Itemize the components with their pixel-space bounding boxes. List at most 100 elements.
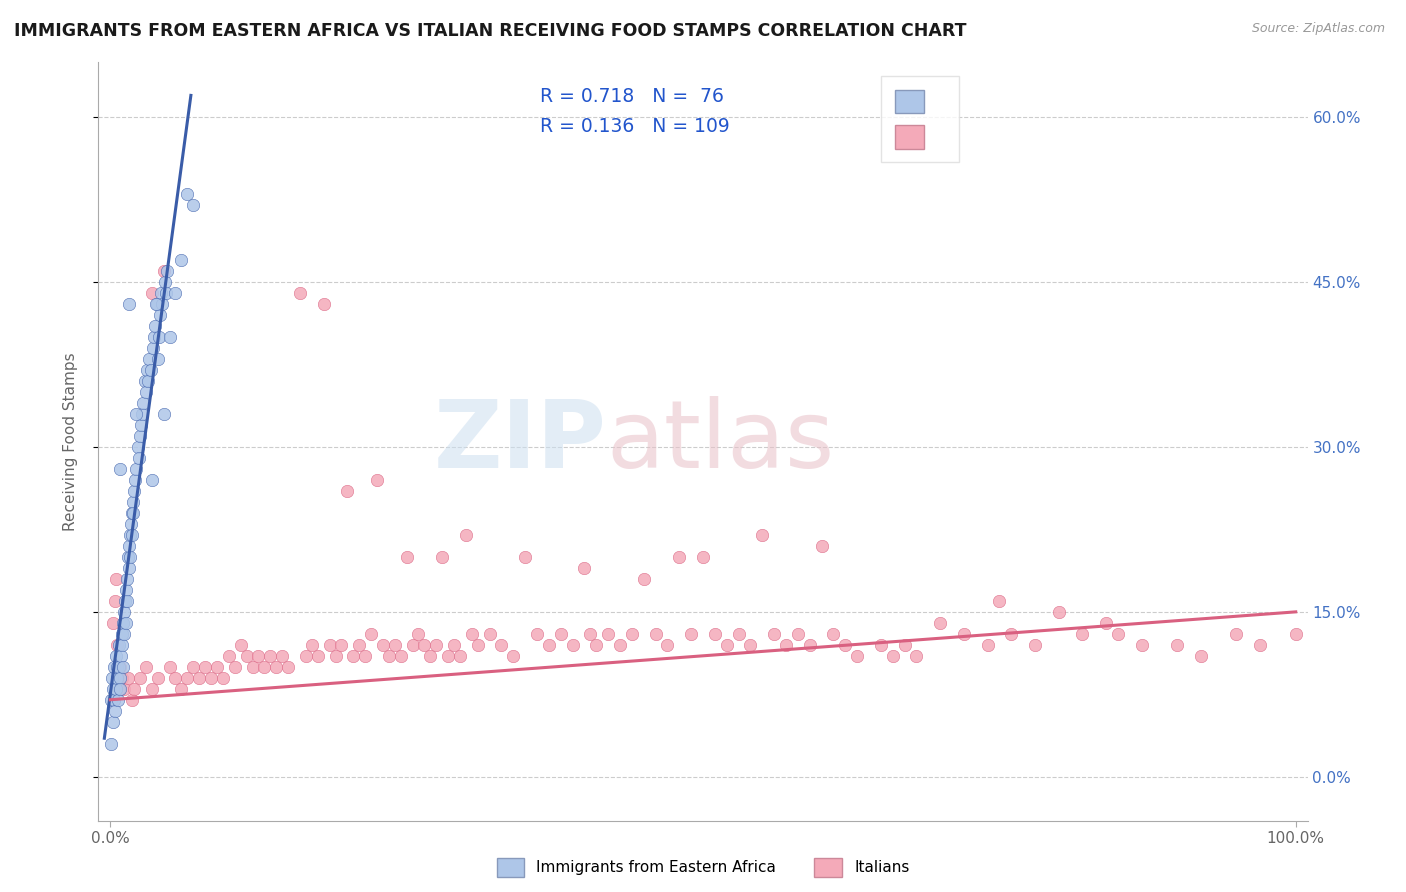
Point [188,671,211,685]
Point [1166,638,1188,652]
Point [114,681,136,696]
Point [389,648,412,663]
Point [121,692,143,706]
Point [952,627,974,641]
Point [347,638,370,652]
Point [107,638,129,652]
Point [156,264,179,278]
Point [301,638,323,652]
Point [100,737,122,751]
Point [288,286,311,301]
Point [401,638,423,652]
Point [598,627,620,641]
Point [105,671,128,685]
Point [118,561,141,575]
Point [224,660,246,674]
Point [117,549,139,564]
Point [277,660,299,674]
Point [437,648,460,663]
Point [114,605,136,619]
Point [103,681,125,696]
Point [148,330,170,344]
Point [537,638,560,652]
Point [112,615,135,630]
Point [117,572,139,586]
Point [259,648,281,663]
Point [579,627,602,641]
Point [114,615,136,630]
Point [121,495,143,509]
Point [170,253,193,268]
Point [118,539,141,553]
Point [146,671,169,685]
Point [100,692,122,706]
Point [823,627,845,641]
Point [129,418,152,433]
Point [692,549,714,564]
Point [644,627,666,641]
Point [371,638,394,652]
Point [120,516,142,531]
Point [1000,627,1022,641]
Y-axis label: Receiving Food Stamps: Receiving Food Stamps [63,352,77,531]
Point [129,671,152,685]
Point [131,407,153,421]
Point [846,648,869,663]
Point [425,638,447,652]
Point [408,627,430,641]
Point [834,638,856,652]
Point [122,483,145,498]
Point [515,549,537,564]
Point [114,594,136,608]
Point [108,660,131,674]
Point [200,671,222,685]
Point [740,638,762,652]
Point [1047,605,1070,619]
Point [1130,638,1153,652]
Point [893,638,915,652]
Point [150,286,173,301]
Point [905,648,928,663]
Point [111,671,134,685]
Point [110,627,132,641]
Point [384,638,406,652]
Point [443,638,465,652]
Point [929,615,952,630]
Point [312,297,335,311]
Point [620,627,643,641]
Point [149,308,172,322]
Point [366,473,388,487]
Point [235,648,257,663]
Point [146,352,169,367]
Point [108,660,131,674]
Point [325,648,347,663]
Point [112,627,135,641]
Text: IMMIGRANTS FROM EASTERN AFRICA VS ITALIAN RECEIVING FOOD STAMPS CORRELATION CHAR: IMMIGRANTS FROM EASTERN AFRICA VS ITALIA… [14,22,966,40]
Point [1285,627,1308,641]
Text: Source: ZipAtlas.com: Source: ZipAtlas.com [1251,22,1385,36]
Point [295,648,318,663]
Point [194,660,217,674]
Point [318,638,340,652]
Point [668,549,690,564]
Point [1024,638,1046,652]
Point [360,627,382,641]
Point [101,615,124,630]
Point [141,473,163,487]
Point [170,681,193,696]
Point [307,648,329,663]
Point [165,286,187,301]
Point [342,648,364,663]
Point [1107,627,1129,641]
Point [786,627,808,641]
Point [502,648,524,663]
Point [585,638,607,652]
Point [110,648,132,663]
Point [155,286,177,301]
Point [129,429,152,443]
Point [104,681,127,696]
Point [467,638,489,652]
Point [121,528,143,542]
Point [242,660,264,674]
Point [799,638,821,652]
